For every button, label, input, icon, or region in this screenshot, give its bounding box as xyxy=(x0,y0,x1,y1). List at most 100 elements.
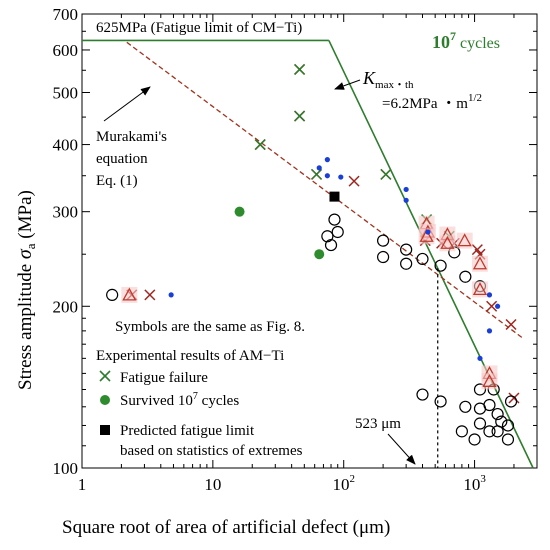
fatigue-limit-label: 625MPa (Fatigue limit of CM−Ti) xyxy=(96,20,302,36)
x-tick-label: 1 xyxy=(78,475,87,494)
y-axis-title-unit: (MPa) xyxy=(15,190,36,243)
point-circle xyxy=(455,425,468,438)
point-circle xyxy=(483,398,496,412)
point-circle xyxy=(328,213,341,226)
reference-lines xyxy=(82,39,534,469)
point-circle xyxy=(400,257,413,270)
legend-survived-tail: cycles xyxy=(198,393,239,409)
point-triangle xyxy=(472,282,488,296)
y-tick-label: 300 xyxy=(53,203,79,222)
murakami-arrow xyxy=(103,86,151,122)
point-x-stroke xyxy=(471,244,483,256)
x-axis-ticks: 1 10 102 103 xyxy=(78,14,538,494)
x-tick-label: 103 xyxy=(463,473,486,494)
point-fatigue-failure xyxy=(311,168,323,180)
point-circle xyxy=(416,388,429,401)
legend-title: Experimental results of AM−Ti xyxy=(96,348,284,364)
point-x-stroke xyxy=(508,392,520,404)
x-axis-title: Square root of area of artificial defect… xyxy=(62,517,390,538)
point-triangle-highlight xyxy=(121,286,138,303)
legend-predicted-1: Predicted fatigue limit xyxy=(120,423,255,439)
point-blue xyxy=(425,229,431,235)
point-triangle-highlight xyxy=(481,373,498,390)
point-survived xyxy=(234,206,245,217)
point-x-stroke xyxy=(254,139,266,151)
point-circle xyxy=(459,270,472,283)
legend-survived-exp: 7 xyxy=(193,391,198,402)
y-tick-label: 500 xyxy=(53,84,79,103)
point-triangle xyxy=(440,235,455,249)
point-circle xyxy=(377,250,390,264)
legend-survived-icon xyxy=(100,395,110,405)
kmax-k: K xyxy=(362,68,376,88)
point-blue xyxy=(316,165,322,171)
x-tick-label: 102 xyxy=(332,473,355,494)
x-tick-label-base: 10 xyxy=(332,475,349,494)
legend: Experimental results of AM−Ti Fatigue fa… xyxy=(96,348,303,459)
murakami-equation-line xyxy=(126,41,523,338)
point-triangle-highlight xyxy=(471,281,488,298)
point-circle xyxy=(483,425,496,438)
legend-survived-text: Survived 10 xyxy=(120,393,193,409)
point-circle xyxy=(459,400,472,413)
point-blue xyxy=(486,292,493,298)
kmax-line2: =6.2MPa ・m xyxy=(382,96,468,112)
point-survived xyxy=(314,249,325,260)
point-fatigue-failure xyxy=(294,110,306,122)
point-x-stroke xyxy=(348,175,360,187)
point-circle xyxy=(473,417,487,430)
point-fatigue-failure xyxy=(348,175,360,187)
cycles-exp: 7 xyxy=(450,29,456,43)
point-circle xyxy=(468,433,481,446)
y-tick-label: 700 xyxy=(53,5,79,24)
defect-label: 523 μm xyxy=(355,416,401,432)
point-circle xyxy=(501,433,515,446)
y-axis-title-symbol: σ xyxy=(14,248,36,259)
point-fatigue-failure xyxy=(144,289,156,301)
legend-failure-icon xyxy=(99,370,111,382)
x-tick-label-base: 10 xyxy=(204,475,221,494)
point-triangle xyxy=(457,233,472,247)
point-blue xyxy=(324,173,330,179)
y-tick-label: 600 xyxy=(53,41,79,60)
point-circle xyxy=(434,395,447,408)
y-tick-label: 200 xyxy=(53,297,79,316)
legend-predicted-icon xyxy=(100,425,110,435)
kmax-value: =6.2MPa ・m1/2 xyxy=(382,92,482,112)
point-x-stroke xyxy=(505,318,517,331)
kmax-threshold-line xyxy=(328,40,534,469)
cycles-rest: cycles xyxy=(456,35,500,52)
legend-predicted-2: based on statistics of extremes xyxy=(120,443,303,459)
point-triangle xyxy=(472,256,488,270)
point-triangle-highlight xyxy=(456,232,473,249)
point-circle xyxy=(504,395,518,408)
murakami-label-2: equation xyxy=(96,151,148,167)
point-blue xyxy=(486,328,493,334)
kmax-label: Kmax・th xyxy=(362,68,414,91)
point-x-stroke xyxy=(294,63,306,75)
point-predicted-limit xyxy=(329,191,340,202)
point-circle xyxy=(491,425,504,438)
kmax-exp: 1/2 xyxy=(468,92,482,104)
point-blue xyxy=(168,292,174,298)
point-x-stroke xyxy=(311,168,323,180)
point-circle xyxy=(106,288,119,301)
plot-frame xyxy=(81,13,538,469)
point-triangle-highlight xyxy=(439,235,456,252)
point-x-stroke xyxy=(380,168,392,180)
x-tick-label-exp: 2 xyxy=(349,473,355,485)
point-fatigue-failure xyxy=(380,168,392,180)
defect-arrow xyxy=(387,433,416,465)
point-x-stroke xyxy=(486,300,498,312)
y-tick-label: 100 xyxy=(53,459,79,478)
point-triangle xyxy=(122,287,137,301)
point-circle xyxy=(331,225,344,239)
murakami-label-3: Eq. (1) xyxy=(96,173,138,189)
y-axis-title-sub: a xyxy=(23,243,38,249)
point-circle xyxy=(473,383,487,396)
cycles-base: 10 xyxy=(432,32,450,52)
point-triangle xyxy=(419,228,434,242)
data-points xyxy=(106,63,520,446)
point-blue xyxy=(477,355,483,361)
